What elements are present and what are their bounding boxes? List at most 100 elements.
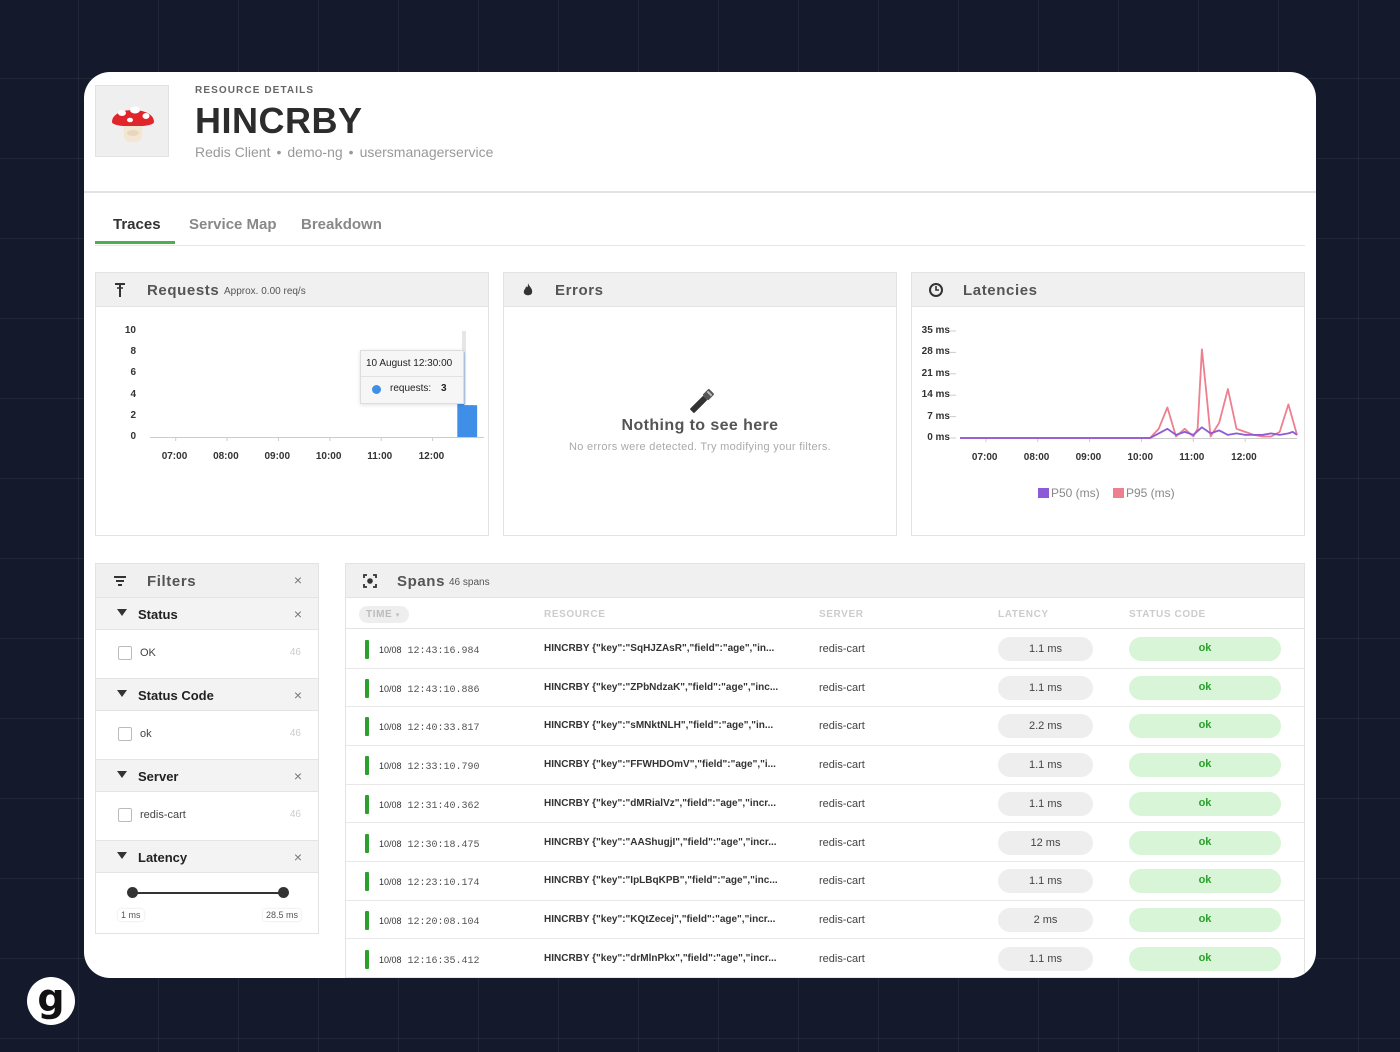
span-server: redis-cart	[819, 952, 865, 965]
table-row[interactable]: 10/08 12:43:16.984 HINCRBY {"key":"SqHJZA…	[346, 630, 1304, 669]
checkbox[interactable]	[118, 727, 132, 741]
clear-latency-filter-button[interactable]: ×	[293, 849, 302, 865]
resource-type: Redis Client	[195, 144, 271, 160]
span-server: redis-cart	[819, 643, 865, 655]
legend-p50[interactable]: P50 (ms)	[1038, 486, 1100, 500]
status-indicator	[365, 756, 369, 776]
column-header-resource[interactable]: RESOURCE	[544, 609, 606, 620]
checkbox[interactable]	[118, 646, 132, 660]
option-count: 46	[289, 809, 301, 820]
legend-p95[interactable]: P95 (ms)	[1113, 486, 1175, 500]
x-tick-label: 11:00	[1179, 452, 1205, 463]
span-latency-badge: 2.2 ms	[998, 714, 1093, 739]
collapse-triangle-icon	[117, 690, 127, 697]
latency-slider-track[interactable]	[132, 892, 284, 894]
span-time: 10/08 12:43:16.984	[379, 645, 480, 657]
span-date: 10/08	[379, 877, 402, 888]
filter-option-redis-cart[interactable]: redis-cart 46	[96, 792, 318, 840]
table-row[interactable]: 10/08 12:23:10.174 HINCRBY {"key":"IpLBqK…	[346, 862, 1304, 901]
x-tick-label: 07:00	[971, 452, 998, 463]
filter-section-server[interactable]: Server ×	[96, 759, 318, 792]
tooltip-title: 10 August 12:30:00	[366, 358, 453, 369]
column-header-time[interactable]: TIME ▾	[359, 606, 409, 623]
span-time: 10/08 12:20:08.104	[379, 916, 480, 928]
table-row[interactable]: 10/08 12:43:10.886 HINCRBY {"key":"ZPbNdz…	[346, 669, 1304, 708]
clear-filters-button[interactable]: ×	[293, 572, 302, 588]
resource-header: RESOURCE DETAILS HINCRBY Redis Client • de…	[84, 72, 1316, 193]
latency-max-label: 28.5 ms	[263, 909, 302, 921]
x-tick-label: 08:00	[213, 451, 239, 462]
y-tick-label: 0	[130, 431, 136, 442]
status-indicator	[365, 910, 369, 930]
span-server: redis-cart	[819, 875, 865, 888]
filter-section-title: Status Code	[138, 688, 214, 703]
tab-traces[interactable]: Traces	[113, 216, 161, 233]
errors-panel-header: Errors	[504, 273, 896, 307]
option-label: OK	[140, 647, 156, 659]
y-tick-label: 10	[124, 325, 136, 336]
spans-count: 46 spans	[449, 577, 490, 588]
latency-slider-min-handle[interactable]	[127, 887, 138, 898]
filter-option-status-code-ok[interactable]: ok 46	[96, 711, 318, 759]
span-timestamp: 12:33:10.790	[407, 762, 480, 774]
y-tick-label: 2	[130, 409, 136, 421]
flashlight-icon	[690, 388, 715, 413]
resource-service: usersmanagerservice	[359, 144, 494, 160]
tab-bar: Traces Service Map Breakdown	[95, 194, 1305, 246]
status-indicator	[365, 949, 369, 969]
spans-title: Spans	[397, 573, 446, 590]
table-row[interactable]: 10/08 12:30:18.475 HINCRBY {"key":"AAShug…	[346, 824, 1304, 863]
table-row[interactable]: 10/08 12:16:35.412 HINCRBY {"key":"drMlnP…	[346, 940, 1304, 978]
column-header-status-code[interactable]: STATUS CODE	[1129, 609, 1206, 620]
span-time: 10/08 12:30:18.475	[379, 839, 480, 851]
span-timestamp: 12:43:16.984	[407, 646, 480, 657]
y-tick-label: 35 ms	[921, 325, 950, 336]
checkbox[interactable]	[118, 808, 132, 822]
latency-slider-max-handle[interactable]	[278, 887, 289, 898]
resource-avatar	[95, 85, 169, 157]
x-tick-label: 12:00	[1231, 452, 1257, 463]
time-header-label: TIME	[366, 609, 393, 620]
span-date: 10/08	[379, 683, 402, 694]
clear-status-code-filter-button[interactable]: ×	[293, 687, 302, 703]
resource-env: demo-ng	[287, 144, 343, 160]
resource-subtitle: Redis Client • demo-ng • usersmanagerservice	[195, 144, 493, 160]
tooltip-value: 3	[441, 383, 447, 394]
y-tick-label: 0 ms	[927, 432, 950, 443]
spans-panel-header: Spans 46 spans	[346, 564, 1304, 598]
y-tick-label: 8	[130, 346, 136, 358]
requests-icon	[115, 283, 125, 297]
table-row[interactable]: 10/08 12:40:33.817 HINCRBY {"key":"sMNktN…	[346, 707, 1304, 746]
span-resource: HINCRBY {"key":"sMNktNLH","field":"age",…	[544, 720, 774, 732]
tab-breakdown[interactable]: Breakdown	[301, 216, 382, 233]
span-time: 10/08 12:40:33.817	[379, 722, 480, 734]
span-server: redis-cart	[819, 836, 865, 849]
x-tick-label: 09:00	[1075, 452, 1102, 463]
span-latency-badge: 1.1 ms	[998, 791, 1093, 816]
errors-empty-title: Nothing to see here	[621, 417, 779, 434]
brand-letter: g	[37, 976, 65, 1020]
span-latency-badge: 1.1 ms	[998, 637, 1093, 661]
requests-tooltip: 10 August 12:30:00 requests: 3	[360, 350, 464, 404]
filter-section-status-code[interactable]: Status Code ×	[96, 678, 318, 711]
span-latency-badge: 1.1 ms	[998, 869, 1093, 894]
requests-chart[interactable]	[96, 273, 490, 537]
option-label: redis-cart	[140, 809, 186, 821]
filter-section-status[interactable]: Status ×	[96, 597, 318, 630]
clear-status-filter-button[interactable]: ×	[293, 606, 302, 622]
span-status-badge: ok	[1129, 753, 1281, 778]
resource-details-card: RESOURCE DETAILS HINCRBY Redis Client • de…	[84, 72, 1316, 978]
column-header-server[interactable]: SERVER	[819, 609, 864, 620]
legend-label-p50: P50 (ms)	[1051, 486, 1100, 500]
clear-server-filter-button[interactable]: ×	[293, 768, 302, 784]
column-header-latency[interactable]: LATENCY	[998, 609, 1049, 620]
filter-section-latency[interactable]: Latency ×	[96, 840, 318, 873]
span-timestamp: 12:43:10.886	[407, 684, 480, 696]
table-row[interactable]: 10/08 12:20:08.104 HINCRBY {"key":"KQtZec…	[346, 901, 1304, 940]
latencies-chart[interactable]	[912, 273, 1306, 537]
table-row[interactable]: 10/08 12:33:10.790 HINCRBY {"key":"FFWHDO…	[346, 746, 1304, 785]
tooltip-key: requests:	[390, 383, 432, 394]
filter-option-ok[interactable]: OK 46	[96, 630, 318, 678]
tab-service-map[interactable]: Service Map	[189, 216, 277, 233]
table-row[interactable]: 10/08 12:31:40.362 HINCRBY {"key":"dMRial…	[346, 785, 1304, 824]
